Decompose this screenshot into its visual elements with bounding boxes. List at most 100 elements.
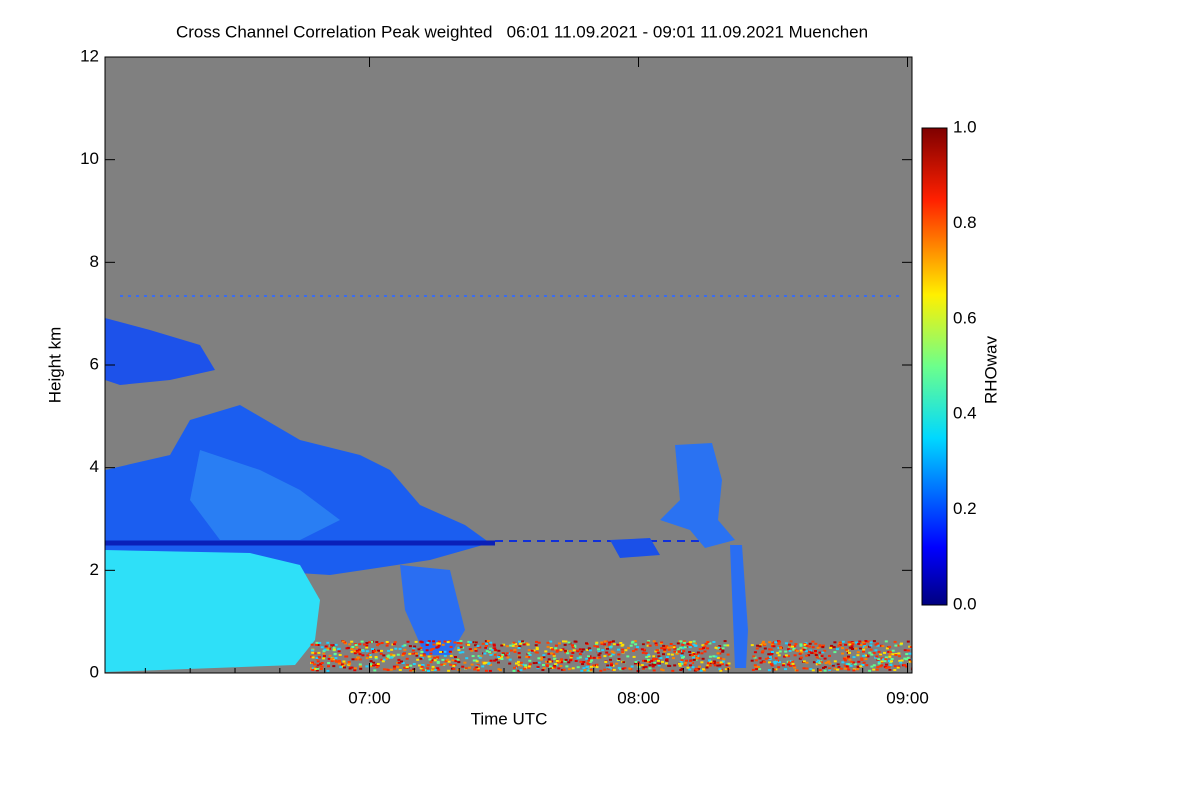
- noise-speck: [430, 648, 434, 651]
- noise-speck: [885, 663, 888, 666]
- noise-speck: [888, 645, 892, 648]
- noise-speck: [405, 657, 409, 660]
- noise-speck: [630, 665, 634, 668]
- noise-speck: [403, 648, 407, 651]
- noise-speck: [376, 664, 380, 667]
- noise-speck: [845, 663, 849, 665]
- noise-speck: [343, 666, 346, 669]
- noise-speck: [310, 649, 314, 652]
- noise-speck: [587, 659, 591, 662]
- noise-speck: [599, 669, 603, 672]
- noise-speck: [646, 644, 650, 647]
- noise-speck: [843, 659, 847, 662]
- noise-speck: [683, 646, 687, 649]
- noise-speck: [725, 664, 729, 667]
- noise-speck: [865, 664, 869, 667]
- noise-speck: [703, 645, 707, 648]
- noise-speck: [500, 644, 504, 647]
- noise-speck: [718, 645, 722, 648]
- noise-speck: [414, 640, 418, 643]
- noise-speck: [869, 641, 873, 644]
- noise-speck: [708, 655, 712, 658]
- noise-speck: [585, 657, 589, 660]
- noise-speck: [656, 651, 660, 654]
- noise-speck: [545, 660, 548, 663]
- noise-speck: [829, 646, 833, 649]
- noise-speck: [872, 640, 876, 643]
- x-tick-label: 08:00: [617, 688, 660, 707]
- noise-speck: [484, 646, 488, 649]
- noise-speck: [809, 668, 813, 671]
- noise-speck: [606, 666, 610, 668]
- noise-speck: [582, 661, 586, 663]
- noise-speck: [361, 649, 365, 652]
- noise-speck: [330, 644, 334, 647]
- noise-speck: [779, 646, 782, 649]
- noise-speck: [473, 668, 477, 671]
- noise-speck: [700, 652, 704, 655]
- noise-speck: [859, 665, 863, 668]
- noise-speck: [421, 669, 425, 672]
- noise-speck: [408, 652, 412, 655]
- noise-speck: [380, 658, 384, 661]
- noise-speck: [372, 661, 376, 664]
- noise-speck: [310, 643, 314, 646]
- noise-speck: [588, 666, 591, 669]
- noise-speck: [481, 661, 485, 664]
- noise-speck: [838, 641, 842, 644]
- noise-speck: [650, 659, 654, 662]
- cloud-core: [190, 450, 340, 540]
- noise-speck: [457, 646, 461, 649]
- noise-speck: [568, 668, 572, 671]
- noise-speck: [513, 651, 517, 653]
- noise-speck: [824, 662, 828, 665]
- noise-speck: [712, 655, 716, 658]
- noise-speck: [337, 662, 341, 665]
- noise-speck: [417, 648, 421, 651]
- noise-speck: [706, 664, 710, 667]
- noise-speck: [380, 642, 384, 644]
- noise-speck: [864, 646, 868, 649]
- noise-speck: [634, 661, 638, 663]
- noise-speck: [500, 658, 504, 660]
- noise-speck: [805, 654, 809, 657]
- noise-speck: [392, 643, 396, 646]
- noise-speck: [564, 651, 568, 654]
- noise-speck: [642, 659, 646, 662]
- noise-speck: [463, 661, 467, 664]
- noise-speck: [828, 667, 832, 670]
- noise-speck: [379, 652, 383, 655]
- noise-speck: [592, 664, 596, 667]
- right-layer: [610, 538, 660, 558]
- noise-speck: [570, 655, 574, 658]
- noise-speck: [573, 644, 577, 647]
- noise-speck: [692, 658, 696, 661]
- noise-speck: [440, 663, 444, 666]
- noise-speck: [910, 660, 912, 663]
- noise-speck: [683, 641, 687, 644]
- noise-speck: [695, 657, 699, 659]
- noise-speck: [880, 660, 884, 663]
- noise-speck: [340, 663, 344, 666]
- noise-speck: [546, 660, 550, 663]
- noise-speck: [839, 667, 843, 670]
- noise-speck: [537, 641, 541, 644]
- noise-speck: [468, 666, 471, 669]
- noise-speck: [897, 652, 901, 655]
- noise-speck: [358, 653, 362, 656]
- noise-speck: [554, 648, 558, 651]
- noise-speck: [615, 662, 619, 665]
- noise-speck: [676, 642, 680, 645]
- noise-speck: [478, 646, 482, 649]
- noise-speck: [403, 666, 407, 669]
- noise-speck: [487, 662, 491, 665]
- noise-speck: [908, 652, 912, 655]
- noise-speck: [623, 667, 627, 670]
- noise-speck: [427, 640, 431, 643]
- noise-speck: [721, 649, 725, 652]
- noise-speck: [315, 669, 319, 672]
- noise-speck: [476, 669, 480, 672]
- colorbar-tick-label: 1.0: [953, 117, 977, 136]
- noise-speck: [660, 641, 664, 644]
- noise-speck: [576, 666, 580, 669]
